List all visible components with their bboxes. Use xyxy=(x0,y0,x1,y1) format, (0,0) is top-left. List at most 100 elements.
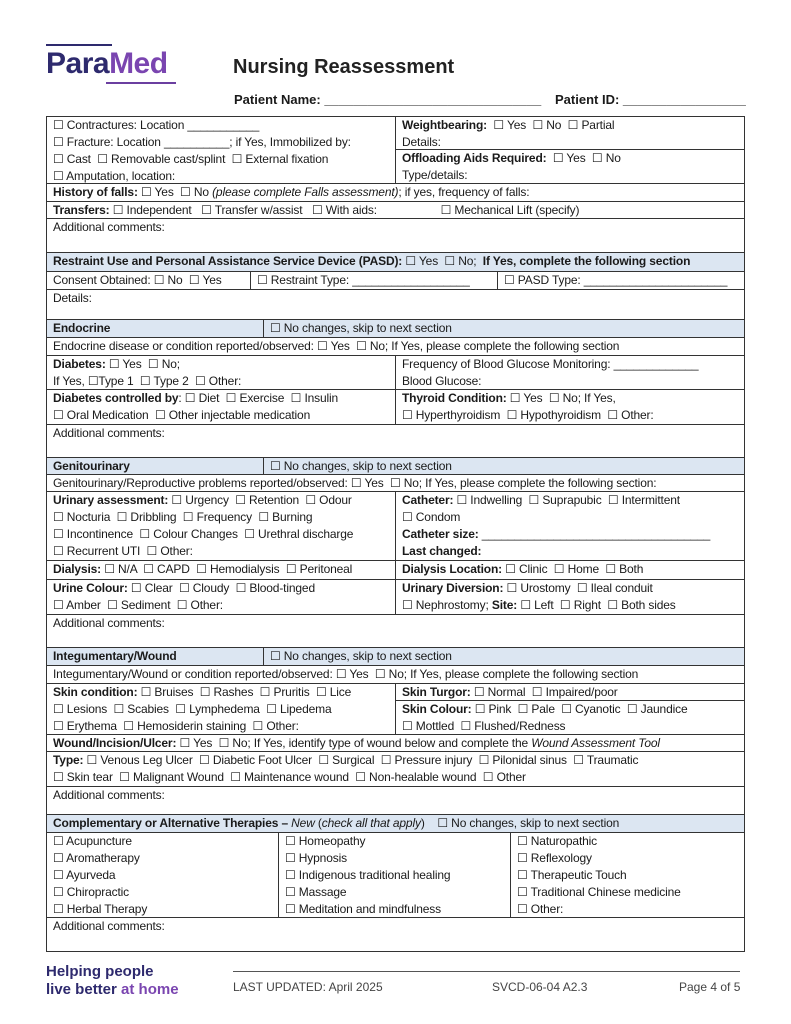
form-line[interactable]: Offloading Aids Required: ☐ Yes ☐ No xyxy=(402,150,744,167)
form-line[interactable]: History of falls: ☐ Yes ☐ No (please com… xyxy=(53,184,744,201)
form-line[interactable]: ☐ Massage xyxy=(285,884,510,901)
form-line[interactable]: Type: ☐ Venous Leg Ulcer ☐ Diabetic Foot… xyxy=(53,752,744,769)
field-text[interactable]: ☐ Nocturia ☐ Dribbling ☐ Frequency ☐ Bur… xyxy=(53,510,313,524)
field-text[interactable]: ☐ Yes ☐ No xyxy=(546,151,621,165)
field-text[interactable]: ☐ Pink ☐ Pale ☐ Cyanotic ☐ Jaundice xyxy=(471,702,688,716)
form-line[interactable]: Additional comments: xyxy=(53,219,744,236)
field-text[interactable]: ☐ Meditation and mindfulness xyxy=(285,902,441,916)
form-line[interactable]: ☐ Herbal Therapy xyxy=(53,901,278,917)
form-line[interactable]: Urinary Diversion: ☐ Urostomy ☐ Ileal co… xyxy=(402,580,744,597)
form-line[interactable]: Frequency of Blood Glucose Monitoring: _… xyxy=(402,356,744,373)
field-text[interactable]: ☐ Herbal Therapy xyxy=(53,902,148,916)
field-text[interactable]: ☐ Yes ☐ No; xyxy=(402,254,483,268)
field-text[interactable]: ☐ Yes ☐ No; xyxy=(105,357,180,371)
form-line[interactable]: ☐ Hyperthyroidism ☐ Hypothyroidism ☐ Oth… xyxy=(402,407,744,424)
field-text[interactable]: ☐ Clinic ☐ Home ☐ Both xyxy=(502,562,644,576)
form-line[interactable]: ☐ Amber ☐ Sediment ☐ Other: xyxy=(53,597,395,614)
patient-name-field[interactable]: Patient Name: __________________________… xyxy=(234,92,541,107)
form-line[interactable]: ☐ Nocturia ☐ Dribbling ☐ Frequency ☐ Bur… xyxy=(53,509,395,526)
field-text[interactable]: ☐ Normal ☐ Impaired/poor xyxy=(470,685,618,699)
form-line[interactable]: Blood Glucose: xyxy=(402,373,744,389)
field-text[interactable]: ☐ Hyperthyroidism ☐ Hypothyroidism ☐ Oth… xyxy=(402,408,654,422)
patient-name-blank[interactable]: ______________________________ xyxy=(324,92,542,107)
form-line[interactable]: ☐ Recurrent UTI ☐ Other: xyxy=(53,543,395,560)
form-line[interactable]: ☐ Reflexology xyxy=(517,850,744,867)
field-text[interactable]: ☐ Recurrent UTI ☐ Other: xyxy=(53,544,193,558)
form-line[interactable]: Integumentary/Wound or condition reporte… xyxy=(53,666,744,683)
form-line[interactable]: ☐ Ayurveda xyxy=(53,867,278,884)
field-text[interactable]: ☐ Aromatherapy xyxy=(53,851,140,865)
field-text[interactable]: ☐ Left ☐ Right ☐ Both sides xyxy=(517,598,676,612)
form-line[interactable]: ☐ Other: xyxy=(517,901,744,917)
form-line[interactable]: ☐ Restraint Type: __________________ xyxy=(257,272,497,289)
form-line[interactable]: Skin Colour: ☐ Pink ☐ Pale ☐ Cyanotic ☐ … xyxy=(402,701,744,718)
field-text[interactable]: Integumentary/Wound or condition reporte… xyxy=(53,667,639,681)
form-line[interactable]: ☐ Acupuncture xyxy=(53,833,278,850)
field-text[interactable]: ☐ Restraint Type: __________________ xyxy=(257,273,470,287)
field-text[interactable]: ☐ Bruises ☐ Rashes ☐ Pruritis ☐ Lice xyxy=(137,685,352,699)
field-text[interactable]: ☐ Traditional Chinese medicine xyxy=(517,885,681,899)
field-text[interactable]: ☐ Homeopathy xyxy=(285,834,366,848)
form-line[interactable]: ☐ Skin tear ☐ Malignant Wound ☐ Maintena… xyxy=(53,769,744,786)
form-line[interactable]: Additional comments: xyxy=(53,615,744,632)
form-line[interactable]: Urine Colour: ☐ Clear ☐ Cloudy ☐ Blood-t… xyxy=(53,580,395,597)
form-line[interactable]: ☐ Amputation, location: xyxy=(53,168,395,183)
form-line[interactable]: Endocrine xyxy=(53,320,263,337)
form-line[interactable]: ☐ Chiropractic xyxy=(53,884,278,901)
form-line[interactable]: ☐ Aromatherapy xyxy=(53,850,278,867)
field-text[interactable]: ☐ Massage xyxy=(285,885,347,899)
form-line[interactable]: ☐ Erythema ☐ Hemosiderin staining ☐ Othe… xyxy=(53,718,395,734)
form-line[interactable]: ☐ Oral Medication ☐ Other injectable med… xyxy=(53,407,395,424)
form-line[interactable]: Thyroid Condition: ☐ Yes ☐ No; If Yes, xyxy=(402,390,744,407)
field-text[interactable]: ☐ Amputation, location: xyxy=(53,169,176,183)
form-line[interactable]: Dialysis Location: ☐ Clinic ☐ Home ☐ Bot… xyxy=(402,561,744,578)
form-line[interactable]: Additional comments: xyxy=(53,918,744,935)
field-text[interactable]: ☐ Lesions ☐ Scabies ☐ Lymphedema ☐ Liped… xyxy=(53,702,332,716)
form-line[interactable]: ☐ Mottled ☐ Flushed/Redness xyxy=(402,718,744,734)
form-line[interactable]: ☐ No changes, skip to next section xyxy=(270,458,744,474)
form-line[interactable]: Weightbearing: ☐ Yes ☐ No ☐ Partial xyxy=(402,117,744,134)
field-text[interactable]: Consent Obtained: ☐ No ☐ Yes xyxy=(53,273,222,287)
form-line[interactable]: Diabetes: ☐ Yes ☐ No; xyxy=(53,356,395,373)
field-text[interactable]: ☐ Yes ☐ No; If Yes, xyxy=(506,391,616,405)
form-line[interactable]: ☐ Cast ☐ Removable cast/splint ☐ Externa… xyxy=(53,151,395,168)
form-line[interactable]: Genitourinary xyxy=(53,458,263,474)
form-line[interactable]: ☐ Nephrostomy; Site: ☐ Left ☐ Right ☐ Bo… xyxy=(402,597,744,614)
form-line[interactable]: ☐ No changes, skip to next section xyxy=(270,648,744,665)
field-text[interactable]: ☐ Ayurveda xyxy=(53,868,116,882)
form-line[interactable]: ☐ Lesions ☐ Scabies ☐ Lymphedema ☐ Liped… xyxy=(53,701,395,718)
field-text[interactable]: ☐ Therapeutic Touch xyxy=(517,868,627,882)
form-line[interactable]: ☐ Incontinence ☐ Colour Changes ☐ Urethr… xyxy=(53,526,395,543)
field-text[interactable]: ☐ Oral Medication ☐ Other injectable med… xyxy=(53,408,311,422)
field-text[interactable]: If Yes, ☐Type 1 ☐ Type 2 ☐ Other: xyxy=(53,374,242,388)
field-text[interactable]: Endocrine disease or condition reported/… xyxy=(53,339,620,353)
form-line[interactable]: Diabetes controlled by: ☐ Diet ☐ Exercis… xyxy=(53,390,395,407)
field-text[interactable]: : ☐ Diet ☐ Exercise ☐ Insulin xyxy=(178,391,339,405)
field-text[interactable]: ☐ Yes ☐ No; If Yes, identify type of wou… xyxy=(176,736,532,750)
field-text[interactable]: ☐ Incontinence ☐ Colour Changes ☐ Urethr… xyxy=(53,527,354,541)
form-line[interactable]: Wound/Incision/Ulcer: ☐ Yes ☐ No; If Yes… xyxy=(53,735,744,751)
form-line[interactable]: ☐ Meditation and mindfulness xyxy=(285,901,510,917)
form-line[interactable]: ☐ Condom xyxy=(402,509,744,526)
form-line[interactable]: ☐ Therapeutic Touch xyxy=(517,867,744,884)
form-line[interactable]: Additional comments: xyxy=(53,425,744,442)
form-line[interactable]: ☐ Fracture: Location __________; if Yes,… xyxy=(53,134,395,151)
field-text[interactable]: ☐ No changes, skip to next section xyxy=(270,649,452,663)
field-text[interactable]: ☐ PASD Type: ______________________ xyxy=(504,273,728,287)
field-text[interactable]: ☐ Mottled ☐ Flushed/Redness xyxy=(402,719,566,733)
form-line[interactable]: If Yes, ☐Type 1 ☐ Type 2 ☐ Other: xyxy=(53,373,395,389)
form-line[interactable]: Genitourinary/Reproductive problems repo… xyxy=(53,475,744,491)
field-text[interactable]: Genitourinary/Reproductive problems repo… xyxy=(53,476,657,490)
field-text[interactable]: ☐ Skin tear ☐ Malignant Wound ☐ Maintena… xyxy=(53,770,526,784)
form-line[interactable]: ☐ Contractures: Location ___________ xyxy=(53,117,395,134)
field-text[interactable]: ☐ N/A ☐ CAPD ☐ Hemodialysis ☐ Peritoneal xyxy=(101,562,353,576)
form-line[interactable]: ☐ Indigenous traditional healing xyxy=(285,867,510,884)
form-line[interactable]: Details: xyxy=(402,134,744,149)
form-line[interactable]: Urinary assessment: ☐ Urgency ☐ Retentio… xyxy=(53,492,395,509)
field-text[interactable]: ☐ Indigenous traditional healing xyxy=(285,868,451,882)
field-text[interactable]: ☐ Hypnosis xyxy=(285,851,347,865)
form-line[interactable]: Details: xyxy=(53,290,744,307)
form-line[interactable]: Dialysis: ☐ N/A ☐ CAPD ☐ Hemodialysis ☐ … xyxy=(53,561,395,578)
field-text[interactable]: ☐ Urostomy ☐ Ileal conduit xyxy=(503,581,653,595)
form-line[interactable]: Skin Turgor: ☐ Normal ☐ Impaired/poor xyxy=(402,684,744,700)
